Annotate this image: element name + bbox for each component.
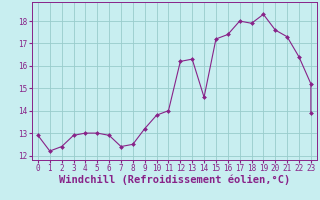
X-axis label: Windchill (Refroidissement éolien,°C): Windchill (Refroidissement éolien,°C) [59,175,290,185]
